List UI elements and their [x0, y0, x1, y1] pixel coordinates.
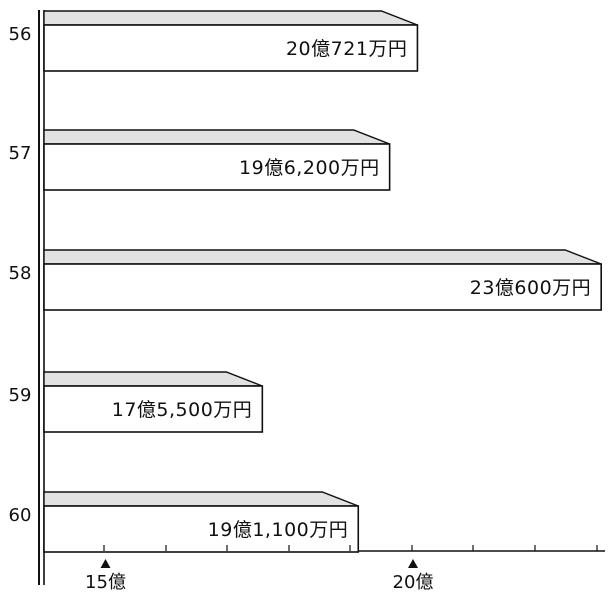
bar-59: 17億5,500万円 — [43, 371, 264, 433]
bar-body — [43, 24, 419, 72]
bar-58: 23億600万円 — [43, 249, 602, 311]
category-label: 59 — [9, 385, 32, 406]
bar-60: 19億1,100万円 — [43, 491, 360, 553]
x-tick-label: 20億 — [393, 572, 434, 593]
bar-body — [43, 385, 264, 433]
bar-top-face — [43, 129, 390, 145]
bar-value-label: 23億600万円 — [470, 277, 591, 299]
tick-marker-triangle — [100, 559, 111, 568]
bar-body — [43, 263, 602, 311]
category-label: 60 — [9, 505, 32, 526]
tick-marker-triangle — [408, 559, 418, 568]
x-tick-label: 15億 — [85, 572, 126, 593]
category-label: 56 — [9, 24, 32, 45]
bar-value-label: 19億1,100万円 — [208, 519, 349, 541]
category-label: 57 — [9, 143, 32, 164]
bar-top-face — [43, 491, 359, 507]
category-label: 58 — [9, 263, 32, 284]
bars-group: 20億721万円 56 19億6,200万円 57 23億600万円 58 17億5,500… — [9, 10, 602, 553]
bar-top-face — [43, 371, 263, 387]
bar-body — [43, 143, 391, 191]
bar-56: 20億721万円 — [43, 10, 419, 72]
bar-value-label: 20億721万円 — [286, 38, 407, 60]
x-ticks-group: 15億 20億 — [85, 545, 598, 593]
bar-body — [43, 505, 360, 553]
bar-value-label: 19億6,200万円 — [239, 157, 380, 179]
bar-top-face — [43, 249, 602, 265]
bar-value-label: 17億5,500万円 — [112, 399, 253, 421]
bar-57: 19億6,200万円 — [43, 129, 391, 191]
bar-top-face — [43, 10, 418, 26]
